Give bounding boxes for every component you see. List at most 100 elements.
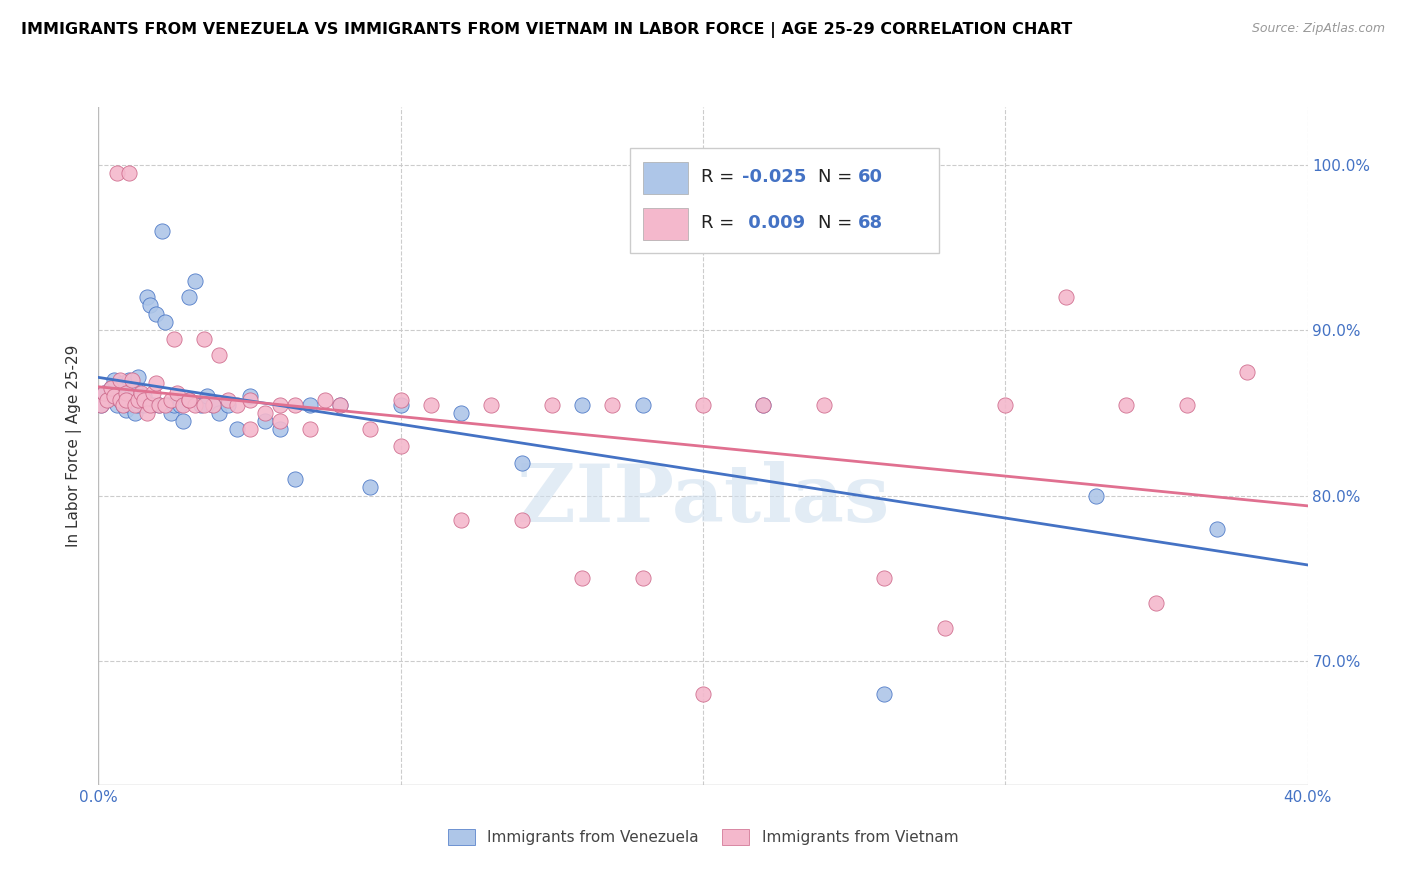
Point bbox=[450, 513, 472, 527]
Point bbox=[121, 386, 143, 401]
Point bbox=[450, 406, 472, 420]
Point bbox=[202, 398, 225, 412]
Point bbox=[631, 398, 654, 412]
Point bbox=[127, 398, 149, 412]
Point bbox=[132, 392, 155, 407]
Point bbox=[160, 406, 183, 420]
Point bbox=[90, 398, 112, 412]
Point bbox=[93, 386, 115, 401]
Point bbox=[179, 290, 201, 304]
Point bbox=[269, 422, 291, 436]
Point bbox=[510, 513, 533, 527]
Point bbox=[269, 398, 291, 412]
Point bbox=[121, 392, 143, 407]
Point bbox=[1085, 489, 1108, 503]
Text: R =: R = bbox=[700, 214, 740, 233]
Text: IMMIGRANTS FROM VENEZUELA VS IMMIGRANTS FROM VIETNAM IN LABOR FORCE | AGE 25-29 : IMMIGRANTS FROM VENEZUELA VS IMMIGRANTS … bbox=[21, 22, 1073, 38]
Point bbox=[571, 571, 593, 585]
Point bbox=[124, 398, 146, 412]
Point bbox=[150, 224, 173, 238]
Point bbox=[96, 392, 118, 407]
Point bbox=[118, 373, 141, 387]
Point bbox=[172, 398, 194, 412]
Text: R =: R = bbox=[700, 168, 740, 186]
Point bbox=[934, 621, 956, 635]
Point bbox=[602, 398, 624, 412]
Point bbox=[105, 166, 128, 180]
Point bbox=[153, 398, 176, 412]
Point bbox=[132, 389, 155, 403]
Point bbox=[202, 398, 225, 412]
Point bbox=[169, 398, 191, 412]
Y-axis label: In Labor Force | Age 25-29: In Labor Force | Age 25-29 bbox=[66, 345, 83, 547]
Point bbox=[121, 373, 143, 387]
Point bbox=[145, 307, 167, 321]
Point bbox=[1236, 365, 1258, 379]
Text: 68: 68 bbox=[858, 214, 883, 233]
Point bbox=[389, 439, 412, 453]
Point bbox=[135, 406, 157, 420]
Legend: Immigrants from Venezuela, Immigrants from Vietnam: Immigrants from Venezuela, Immigrants fr… bbox=[447, 830, 959, 845]
Point bbox=[226, 422, 249, 436]
Text: -0.025: -0.025 bbox=[742, 168, 806, 186]
Point bbox=[127, 369, 149, 384]
Point bbox=[329, 398, 352, 412]
Point bbox=[420, 398, 443, 412]
Point bbox=[217, 398, 239, 412]
Point bbox=[129, 392, 152, 407]
Point bbox=[299, 398, 322, 412]
Point bbox=[124, 406, 146, 420]
Point bbox=[118, 398, 141, 412]
Point bbox=[111, 398, 134, 412]
Point bbox=[90, 398, 112, 412]
Point bbox=[142, 398, 165, 412]
Point bbox=[193, 398, 215, 412]
Point bbox=[153, 315, 176, 329]
Point bbox=[284, 472, 307, 486]
FancyBboxPatch shape bbox=[643, 161, 689, 194]
Point bbox=[129, 386, 152, 401]
Point bbox=[145, 376, 167, 391]
Point bbox=[692, 398, 714, 412]
Point bbox=[226, 398, 249, 412]
Point bbox=[163, 398, 186, 412]
Point bbox=[160, 392, 183, 407]
Point bbox=[239, 392, 262, 407]
Point bbox=[93, 386, 115, 401]
Point bbox=[139, 398, 162, 412]
Point bbox=[1206, 522, 1229, 536]
Point bbox=[135, 290, 157, 304]
Point bbox=[96, 392, 118, 407]
Point bbox=[1115, 398, 1137, 412]
Point bbox=[118, 166, 141, 180]
Point bbox=[994, 398, 1017, 412]
Point bbox=[100, 381, 122, 395]
Text: N =: N = bbox=[818, 214, 858, 233]
Point bbox=[148, 398, 170, 412]
FancyBboxPatch shape bbox=[643, 208, 689, 240]
Point bbox=[114, 392, 136, 407]
Text: N =: N = bbox=[818, 168, 858, 186]
Point bbox=[148, 398, 170, 412]
Point bbox=[108, 392, 131, 407]
Point bbox=[114, 402, 136, 417]
Point bbox=[105, 398, 128, 412]
Point bbox=[139, 298, 162, 312]
Point bbox=[360, 480, 382, 494]
Point bbox=[108, 386, 131, 401]
Point bbox=[692, 687, 714, 701]
Point bbox=[389, 398, 412, 412]
Point bbox=[132, 398, 155, 412]
Point bbox=[873, 687, 896, 701]
Point bbox=[360, 422, 382, 436]
Point bbox=[111, 398, 134, 412]
Point bbox=[179, 392, 201, 407]
Point bbox=[179, 392, 201, 407]
Point bbox=[253, 406, 276, 420]
Point bbox=[269, 414, 291, 428]
Point bbox=[510, 456, 533, 470]
Text: Source: ZipAtlas.com: Source: ZipAtlas.com bbox=[1251, 22, 1385, 36]
Point bbox=[142, 386, 165, 401]
Point bbox=[103, 389, 125, 403]
Point bbox=[239, 389, 262, 403]
